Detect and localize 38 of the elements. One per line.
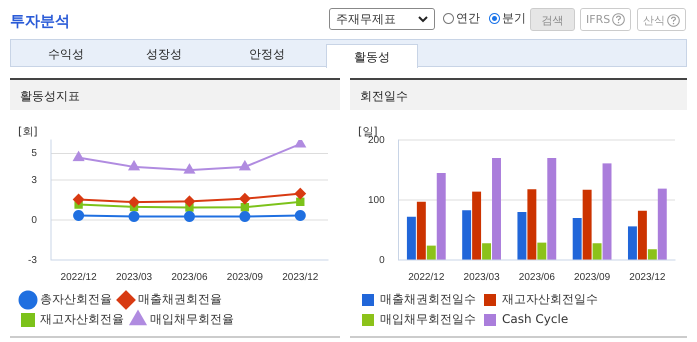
- legend-label: 매입채무회전율: [150, 312, 234, 326]
- text: 연간: [456, 10, 480, 27]
- y-tick-label: 3: [31, 174, 38, 186]
- text: 주재무제표: [329, 8, 435, 30]
- legend-label: 매출채권회전율: [138, 292, 222, 306]
- text: 분기: [502, 10, 526, 27]
- legend-label: 재고자산회전일수: [502, 292, 598, 306]
- y-tick-label: 100: [368, 194, 386, 206]
- y-axis-title: [회]: [18, 124, 38, 138]
- x-tick-label: 2023/06: [518, 272, 556, 283]
- legend-label: 매입채무회전일수: [380, 312, 476, 326]
- text: 산식: [637, 8, 686, 31]
- text: 투자분석: [10, 12, 70, 31]
- x-tick-label: 2022/12: [60, 272, 98, 283]
- legend-label: 매출채권회전일수: [380, 292, 476, 306]
- text: 수익성: [48, 46, 84, 63]
- x-tick-label: 2023/03: [116, 272, 153, 283]
- text: 활동성: [326, 44, 418, 68]
- x-tick-label: 2023/09: [226, 272, 264, 283]
- chart-title: 활동성지표: [10, 80, 340, 110]
- x-tick-label: 2023/06: [171, 272, 208, 283]
- y-tick-label: -3: [28, 254, 38, 266]
- x-tick-label: 2023/12: [282, 272, 319, 283]
- y-tick-label: 5: [31, 148, 38, 160]
- legend-label: 재고자산회전율: [40, 312, 124, 326]
- text: 성장성: [146, 46, 182, 63]
- x-tick-label: 2022/12: [408, 272, 445, 283]
- x-tick-label: 2023/03: [464, 272, 500, 283]
- legend-label: Cash Cycle: [502, 312, 568, 326]
- text: 검색: [530, 8, 575, 31]
- x-tick-label: 2023/12: [629, 272, 666, 283]
- y-tick-label: 0: [379, 254, 386, 266]
- text: 안정성: [249, 46, 285, 63]
- legend-label: 총자산회전율: [40, 292, 112, 306]
- x-tick-label: 2023/09: [574, 272, 611, 283]
- chart-title: 회전일수: [350, 80, 687, 110]
- y-tick-label: 0: [31, 214, 38, 226]
- text: IFRS: [580, 8, 632, 31]
